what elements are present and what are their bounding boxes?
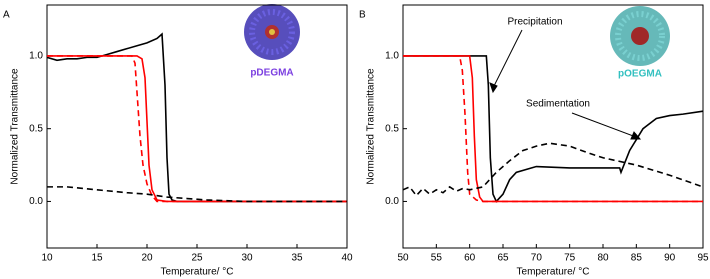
y-tick-label: 0.5 [385,123,399,134]
plot-frame [402,4,704,249]
x-tick-label: 95 [697,253,709,264]
line [402,142,704,197]
particle-b [610,6,670,66]
plot-frame [46,4,348,249]
x-tick-label: 35 [291,253,303,264]
y-tick-label: 0.5 [29,123,43,134]
line [403,55,703,203]
particle-a [244,4,300,60]
x-tick-label: 15 [91,253,103,264]
x-tick-label: 25 [191,253,203,264]
x-axis-label: Temperature/ °C [161,267,234,278]
x-tick-label: 85 [631,253,643,264]
x-tick-label: 10 [41,253,53,264]
y-tick-label: 1.0 [385,51,399,62]
panel-label: B [359,10,366,21]
x-tick-label: 20 [141,253,153,264]
y-axis-label: Normalized Transmittance [10,68,21,185]
line [46,32,347,203]
x-axis-label: Temperature/ °C [517,267,590,278]
y-tick-label: 1.0 [29,51,43,62]
line [47,55,347,203]
x-tick-label: 90 [664,253,676,264]
line [47,186,347,203]
x-tick-label: 40 [341,253,353,264]
x-tick-label: 65 [497,253,509,264]
x-tick-label: 70 [531,253,543,264]
x-tick-label: 80 [597,253,609,264]
y-tick-label: 0.0 [29,196,43,207]
line [47,55,347,203]
line [403,55,704,203]
x-tick-label: 60 [464,253,476,264]
x-tick-label: 55 [431,253,443,264]
x-tick-label: 30 [241,253,253,264]
annotation: Precipitation [507,17,562,28]
annotation: pOEGMA [618,69,662,80]
panel-label: A [3,10,10,21]
y-axis-label: Normalized Transmittance [366,68,377,185]
x-tick-label: 50 [397,253,409,264]
y-tick-label: 0.0 [385,196,399,207]
annotation: Sedimentation [526,99,590,110]
x-tick-label: 75 [564,253,576,264]
annotation: pDEGMA [250,68,293,79]
